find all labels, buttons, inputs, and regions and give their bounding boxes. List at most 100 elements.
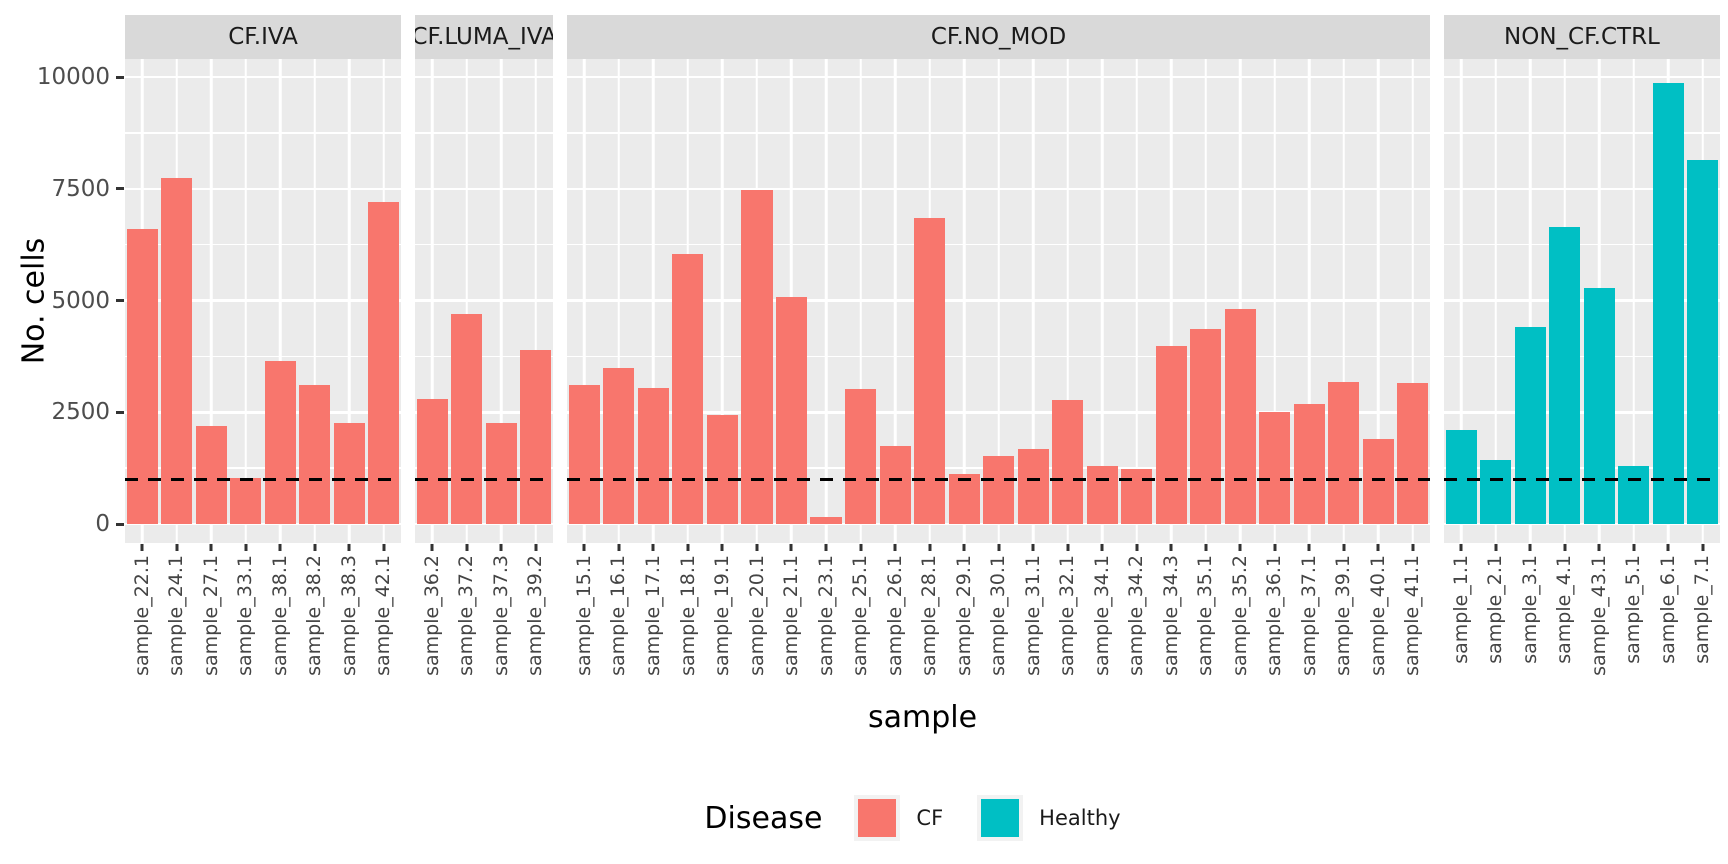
x-tick-label: sample_29.1 (952, 555, 975, 676)
x-label-cell: sample_2.1 (1478, 551, 1513, 681)
x-label-cell: sample_1.1 (1444, 551, 1479, 681)
bar (568, 385, 600, 524)
legend-key (854, 795, 901, 841)
bar (195, 425, 227, 524)
bar-slot (878, 59, 913, 543)
bar-slot (774, 59, 809, 543)
x-tick-label: sample_32.1 (1056, 555, 1079, 676)
x-tick-label: sample_30.1 (987, 555, 1010, 676)
major-gridline (1443, 187, 1721, 190)
x-tick-mark (636, 543, 671, 551)
x-tick-mark (194, 543, 229, 551)
bar (126, 228, 158, 524)
bar-slot (1326, 59, 1361, 543)
major-gridline (125, 411, 402, 414)
x-tick-label: sample_36.2 (420, 555, 443, 676)
x-label-cell: sample_23.1 (809, 551, 844, 681)
x-tick-mark (602, 543, 637, 551)
y-tick-label: 0 (95, 511, 110, 537)
major-gridline (125, 299, 402, 302)
x-tick-mark (1651, 543, 1686, 551)
x-tick-label: sample_37.1 (1297, 555, 1320, 676)
facet: CF.NO_MOD sample_15.1 sample_16.1 sample_17… (567, 15, 1430, 681)
vertical-gridline (721, 59, 724, 543)
x-tick-mark (843, 543, 878, 551)
legend-entries: CF Healthy (840, 795, 1140, 841)
bar-slots (415, 59, 553, 543)
x-tick-label: sample_38.3 (337, 555, 360, 676)
y-tick-label: 10000 (36, 64, 110, 90)
bar-slot (1396, 59, 1430, 543)
bar-slot (1686, 59, 1720, 543)
x-label-cell: sample_29.1 (947, 551, 982, 681)
x-tick-row (1444, 543, 1720, 551)
minor-gridline (125, 243, 402, 246)
x-tick-label: sample_40.1 (1366, 555, 1389, 676)
vertical-gridline (313, 59, 317, 543)
x-tick-label: sample_20.1 (745, 555, 768, 676)
vertical-gridline (1342, 59, 1345, 543)
bar (1549, 226, 1581, 524)
vertical-gridline (465, 59, 469, 543)
x-tick-label: sample_6.1 (1656, 555, 1679, 664)
x-tick-mark (1513, 543, 1548, 551)
vertical-gridline (1204, 59, 1207, 543)
bar (1514, 327, 1546, 524)
major-gridline (125, 187, 402, 190)
bar-slot (602, 59, 637, 543)
legend-swatch (981, 799, 1020, 837)
major-gridline (125, 75, 402, 79)
bar-slot (981, 59, 1016, 543)
x-tick-mark (1326, 543, 1361, 551)
vertical-gridline (1169, 59, 1173, 543)
vertical-gridline (1100, 59, 1104, 543)
minor-gridline (125, 132, 402, 134)
x-tick-label: sample_28.1 (918, 555, 941, 676)
x-label-cell: sample_15.1 (567, 551, 602, 681)
vertical-gridline (210, 59, 213, 543)
bar (1017, 449, 1049, 524)
x-axis-title: sample (867, 700, 978, 735)
bar-slots (567, 59, 1430, 543)
x-tick-label: sample_31.1 (1021, 555, 1044, 676)
bar-slot (1617, 59, 1652, 543)
y-tick-label: 5000 (51, 287, 110, 314)
vertical-gridline (859, 59, 862, 543)
vertical-gridline (893, 59, 897, 543)
bar-slot (229, 59, 264, 543)
bar-slot (450, 59, 485, 543)
x-label-cell: sample_34.2 (1119, 551, 1154, 681)
bar (914, 217, 946, 524)
facet-plot-area (125, 59, 402, 543)
bar-slot (1651, 59, 1686, 543)
x-tick-mark (1396, 543, 1431, 551)
bar-slot (567, 59, 602, 543)
vertical-gridline (1307, 59, 1311, 543)
major-gridline (415, 75, 554, 79)
bar-slot (1257, 59, 1292, 543)
bar-slot (1188, 59, 1223, 543)
vertical-gridline (824, 59, 828, 543)
x-label-cell: sample_38.3 (332, 551, 367, 681)
bar (741, 189, 773, 524)
x-tick-label: sample_36.1 (1263, 555, 1286, 676)
legend-swatch (858, 799, 897, 837)
bar (1583, 288, 1615, 524)
x-label-cell: sample_25.1 (843, 551, 878, 681)
x-tick-label: sample_21.1 (780, 555, 803, 676)
bar (161, 177, 193, 524)
x-tick-row (567, 543, 1430, 551)
x-label-cell: sample_37.3 (484, 551, 519, 681)
bar-slots (1444, 59, 1720, 543)
x-tick-mark (1154, 543, 1189, 551)
bar-slot (705, 59, 740, 543)
facet-strip-label: NON_CF.CTRL (1443, 15, 1721, 59)
x-tick-label: sample_1.1 (1449, 555, 1472, 664)
vertical-gridline (583, 59, 586, 543)
bar-slot (484, 59, 519, 543)
bar-slot (1050, 59, 1085, 543)
x-tick-mark (1292, 543, 1327, 551)
x-tick-label: sample_35.1 (1194, 555, 1217, 676)
bar-slots (125, 59, 401, 543)
